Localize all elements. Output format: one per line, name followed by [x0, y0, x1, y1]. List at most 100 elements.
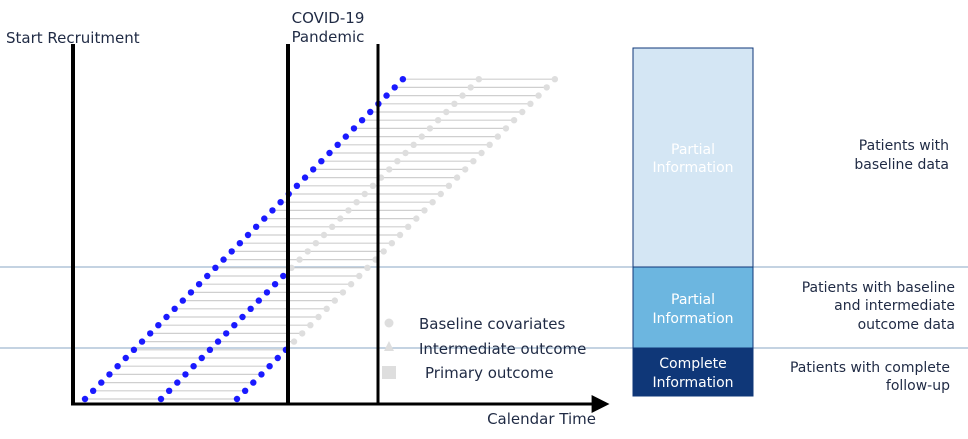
intermediate-marker — [263, 289, 271, 296]
observed-visit-markers — [81, 76, 407, 403]
intermediate-marker — [174, 379, 181, 386]
primary-marker — [241, 387, 249, 394]
baseline-marker — [310, 166, 317, 173]
intermediate-marker — [320, 231, 328, 239]
primary-marker — [453, 174, 461, 181]
intermediate-marker — [304, 248, 311, 255]
primary-marker — [478, 149, 485, 157]
primary-marker — [233, 395, 241, 403]
primary-marker — [250, 379, 257, 386]
intermediate-marker — [345, 207, 352, 214]
primary-marker — [502, 125, 510, 132]
intermediate-marker — [418, 133, 425, 140]
baseline-marker — [195, 281, 203, 288]
calendar-time-label: Calendar Time — [487, 410, 596, 428]
side-bottom-line1: Patients with complete — [790, 360, 950, 376]
legend-square-icon — [382, 366, 396, 379]
primary-marker — [331, 297, 338, 304]
legend-triangle-icon — [384, 341, 394, 351]
baseline-marker — [98, 379, 105, 386]
side-middle-line1: Patients with baseline — [802, 280, 955, 296]
primary-marker — [429, 199, 436, 206]
primary-marker — [299, 330, 306, 337]
side-top-line1: Patients with — [859, 138, 949, 154]
side-middle-line3: outcome data — [858, 317, 955, 333]
primary-marker — [486, 141, 493, 148]
primary-marker — [339, 289, 347, 296]
baseline-marker — [187, 289, 195, 296]
intermediate-marker — [214, 338, 222, 345]
primary-marker — [470, 158, 477, 165]
bar-partial-baseline — [632, 47, 754, 268]
intermediate-marker — [443, 108, 450, 116]
primary-marker — [494, 133, 501, 140]
bar-middle-line1: Partial — [671, 292, 715, 308]
baseline-marker — [228, 248, 235, 255]
primary-marker — [437, 190, 444, 198]
intermediate-marker — [190, 363, 197, 370]
primary-marker — [413, 215, 420, 222]
intermediate-marker — [198, 354, 205, 362]
baseline-marker — [163, 313, 170, 321]
legend: Baseline covariates Intermediate outcome… — [382, 315, 586, 382]
baseline-marker — [318, 158, 325, 165]
primary-marker — [527, 100, 534, 108]
primary-marker — [421, 207, 428, 214]
primary-marker — [274, 354, 281, 362]
baseline-marker — [155, 322, 162, 329]
baseline-marker — [358, 117, 366, 124]
intermediate-marker — [271, 281, 279, 288]
baseline-marker — [391, 84, 398, 91]
intermediate-marker — [296, 256, 303, 263]
intermediate-marker — [369, 182, 377, 189]
side-bottom-line2: follow-up — [886, 378, 950, 394]
side-middle-line2: and intermediate — [834, 298, 955, 314]
baseline-marker — [89, 387, 97, 394]
baseline-marker — [171, 305, 178, 312]
baseline-marker — [334, 141, 341, 148]
baseline-marker — [293, 182, 301, 189]
legend-intermediate: Intermediate outcome — [419, 340, 586, 358]
legend-baseline: Baseline covariates — [419, 315, 565, 333]
intermediate-marker — [402, 149, 409, 157]
primary-marker — [258, 371, 265, 378]
baseline-marker — [342, 133, 349, 140]
baseline-marker — [301, 174, 309, 181]
bar-complete — [632, 347, 754, 397]
primary-marker — [347, 281, 355, 288]
primary-marker — [510, 117, 518, 124]
primary-marker — [535, 92, 542, 99]
intermediate-marker — [410, 141, 417, 148]
intermediate-marker — [459, 92, 466, 99]
start-recruitment-label: Start Recruitment — [6, 29, 140, 47]
primary-marker — [307, 322, 314, 329]
intermediate-marker — [451, 100, 458, 108]
intermediate-marker — [467, 84, 474, 91]
bar-middle-line2: Information — [652, 311, 733, 327]
baseline-marker — [383, 92, 390, 99]
baseline-marker — [399, 76, 407, 83]
baseline-marker — [179, 297, 186, 304]
intermediate-marker — [353, 199, 360, 206]
baseline-marker — [122, 354, 129, 362]
baseline-marker — [367, 108, 374, 116]
baseline-marker — [147, 330, 154, 337]
information-bar: Partial Information Partial Information … — [632, 47, 754, 397]
primary-marker — [364, 264, 371, 271]
primary-marker — [543, 84, 550, 91]
baseline-marker — [350, 125, 358, 132]
primary-marker — [380, 248, 387, 255]
intermediate-marker — [337, 215, 344, 222]
primary-marker — [445, 182, 453, 189]
primary-marker — [388, 240, 396, 247]
bar-bottom-line2: Information — [652, 375, 733, 391]
primary-marker — [266, 363, 273, 370]
covid-label-line1: COVID-19 — [292, 9, 365, 27]
primary-marker — [356, 272, 363, 280]
baseline-marker — [244, 231, 252, 239]
primary-marker — [315, 313, 322, 321]
baseline-marker — [106, 371, 113, 378]
intermediate-marker — [394, 158, 401, 165]
baseline-marker — [252, 223, 260, 230]
